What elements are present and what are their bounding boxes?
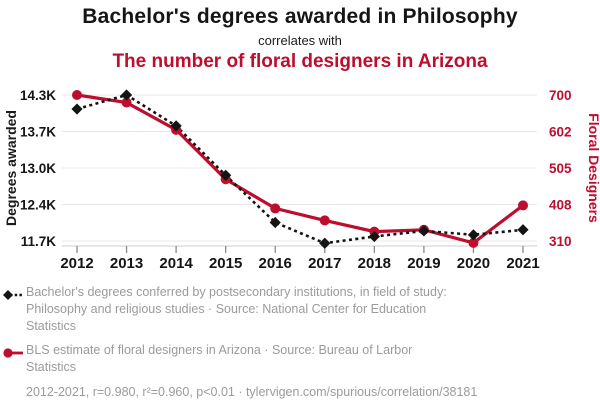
data-point-circle bbox=[72, 90, 82, 100]
x-tick-label: 2013 bbox=[110, 255, 143, 272]
right-tick-label: 602 bbox=[549, 125, 572, 140]
data-point-circle bbox=[518, 200, 528, 211]
data-point-diamond bbox=[517, 224, 529, 236]
data-point-diamond bbox=[467, 229, 480, 241]
data-point-diamond bbox=[120, 89, 133, 101]
series-line-left bbox=[76, 93, 524, 245]
right-tick-label: 408 bbox=[549, 198, 572, 213]
data-point-diamond bbox=[319, 237, 331, 249]
x-tick-label: 2015 bbox=[209, 255, 242, 272]
right-axis-title: Floral Designers bbox=[586, 113, 600, 223]
data-point-circle bbox=[121, 97, 132, 108]
x-tick-label: 2021 bbox=[506, 255, 539, 272]
left-tick-label: 11.7K bbox=[21, 234, 57, 249]
data-point-circle bbox=[270, 203, 281, 214]
data-point-circle bbox=[468, 237, 479, 248]
x-tick-label: 2017 bbox=[308, 255, 341, 272]
right-tick-label: 310 bbox=[549, 234, 572, 249]
data-point-diamond bbox=[220, 169, 232, 181]
left-tick-label: 14.3K bbox=[20, 88, 56, 103]
x-tick-label: 2014 bbox=[159, 255, 193, 272]
legend-item-floral: BLS estimate of floral designers in Ariz… bbox=[3, 342, 594, 376]
data-point-diamond bbox=[71, 103, 83, 115]
x-tick-label: 2020 bbox=[457, 255, 490, 272]
chart-header: Bachelor's degrees awarded in Philosophy… bbox=[0, 0, 600, 73]
x-tick-label: 2016 bbox=[259, 255, 292, 272]
data-point-diamond bbox=[170, 120, 182, 132]
series-line-right bbox=[76, 93, 524, 245]
left-tick-label: 13.7K bbox=[20, 125, 56, 140]
correlation-chart: 2012 2013 2014 2015 2016 2017 2018 2019 2020 2021… bbox=[3, 88, 600, 272]
x-tick-label: 2018 bbox=[358, 255, 391, 272]
legend-item-label: Bachelor's degrees conferred by postseco… bbox=[26, 285, 447, 333]
stats-footer: 2012-2021, r=0.980, r²=0.960, p<0.01 · t… bbox=[26, 385, 478, 399]
data-point-diamond bbox=[269, 216, 281, 229]
left-axis-title: Degrees awarded bbox=[3, 110, 19, 226]
chart-subtitle: The number of floral designers in Arizon… bbox=[112, 51, 488, 72]
left-tick-label: 12.4K bbox=[20, 198, 56, 213]
x-tick-label: 2012 bbox=[60, 255, 93, 272]
data-point-diamond bbox=[368, 230, 380, 243]
black-diamond-dashed-icon bbox=[3, 284, 23, 306]
right-tick-label: 700 bbox=[549, 88, 572, 103]
red-circle-solid-icon bbox=[3, 342, 23, 364]
legend-item-label: BLS estimate of floral designers in Ariz… bbox=[26, 343, 413, 374]
right-tick-label: 505 bbox=[549, 161, 572, 176]
data-point-diamond bbox=[418, 225, 430, 237]
chart-legend: Bachelor's degrees conferred by postseco… bbox=[3, 284, 594, 401]
page-title: Bachelor's degrees awarded in Philosophy bbox=[82, 5, 518, 28]
correlates-with-label: correlates with bbox=[258, 33, 342, 48]
x-tick-label: 2019 bbox=[407, 255, 440, 272]
legend-item-degrees: Bachelor's degrees conferred by postseco… bbox=[3, 284, 594, 335]
data-point-circle bbox=[319, 215, 330, 226]
left-tick-label: 13.0K bbox=[20, 161, 56, 176]
